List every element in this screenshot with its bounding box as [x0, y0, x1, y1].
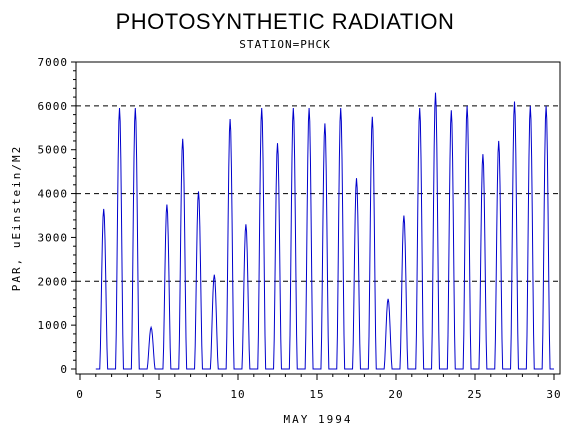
chart-subtitle: STATION=PHCK: [239, 38, 330, 51]
y-tick-label: 6000: [38, 100, 69, 113]
y-tick-label: 5000: [38, 144, 69, 157]
x-axis-label: MAY 1994: [284, 413, 353, 426]
x-tick-label: 15: [309, 388, 324, 401]
y-tick-label: 7000: [38, 56, 69, 69]
y-tick-label: 2000: [38, 275, 69, 288]
x-tick-label: 10: [230, 388, 245, 401]
x-tick-label: 30: [546, 388, 561, 401]
plot-frame: [75, 61, 561, 375]
chart-title: PHOTOSYNTHETIC RADIATION: [116, 9, 455, 34]
x-tick-label: 20: [388, 388, 403, 401]
reference-lines: [76, 105, 560, 282]
x-tick-label: 25: [467, 388, 482, 401]
par-series-line-0: [95, 92, 554, 370]
y-tick-label: 4000: [38, 188, 69, 201]
x-tick-label: 5: [155, 388, 163, 401]
y-tick-label: 0: [60, 363, 68, 376]
series-group: [95, 92, 554, 370]
y-axis: 0 1000 2000 3000 4000 5000 6000 7000: [38, 56, 76, 376]
x-tick-label: 0: [76, 388, 84, 401]
y-axis-label: PAR, uEinstein/M2: [10, 145, 23, 292]
x-axis: 0 5 10 15 20 25 30: [76, 374, 561, 401]
y-tick-label: 3000: [38, 231, 69, 244]
y-tick-label: 1000: [38, 319, 69, 332]
